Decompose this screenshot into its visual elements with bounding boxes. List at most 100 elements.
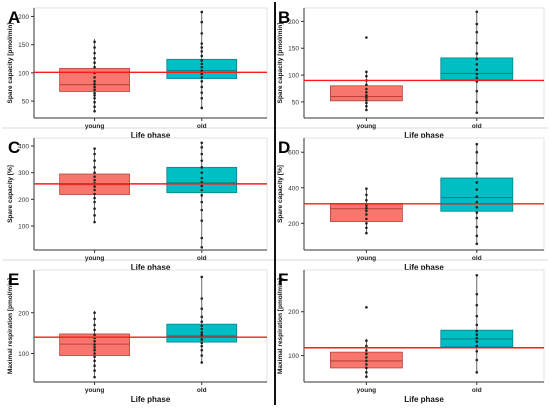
data-point [200, 361, 204, 364]
data-point [200, 184, 204, 188]
data-point [200, 188, 204, 192]
y-tick-label: 200 [18, 310, 29, 317]
data-point [93, 185, 96, 188]
data-point [200, 85, 204, 89]
data-point [93, 333, 96, 337]
data-point [200, 176, 204, 180]
y-tick-label: 100 [288, 73, 299, 80]
data-point [93, 188, 96, 192]
data-point [93, 166, 96, 169]
data-point [93, 159, 96, 162]
data-point [365, 187, 368, 190]
data-point [365, 222, 368, 225]
data-point [93, 311, 96, 315]
data-point [365, 104, 368, 108]
data-point [200, 236, 204, 240]
data-point [475, 211, 479, 214]
data-point [200, 50, 204, 53]
data-point [475, 30, 479, 34]
data-point [93, 56, 96, 60]
data-point [200, 72, 204, 76]
data-point [475, 100, 479, 104]
data-point [93, 88, 96, 92]
y-tick-label: 100 [18, 70, 29, 77]
data-point [365, 359, 368, 363]
data-point [200, 20, 204, 24]
data-point [93, 220, 96, 224]
data-point [93, 109, 96, 113]
data-point [93, 214, 96, 217]
y-tick-label: 150 [288, 46, 299, 53]
data-point [93, 85, 96, 89]
data-point [365, 375, 368, 379]
data-point [365, 363, 368, 366]
data-point [475, 349, 479, 353]
panel-label: D [278, 138, 290, 157]
data-point [365, 352, 368, 356]
y-tick-label: 200 [288, 19, 299, 26]
data-point [200, 297, 204, 300]
data-point [93, 46, 96, 49]
data-point [93, 96, 96, 100]
data-point [365, 70, 368, 74]
box-old [166, 58, 238, 79]
x-axis-label: Life phase [404, 131, 444, 140]
data-point [93, 61, 96, 65]
x-tick-label: young [85, 123, 105, 130]
panel-a: 50 100 150 200 young old Life phase Spare capac… [7, 7, 268, 140]
data-point [200, 200, 204, 204]
panel-label: A [8, 8, 20, 27]
data-point [475, 323, 479, 327]
data-point [93, 339, 96, 343]
panel-c: 100 200 300 400 young old Life phase Spare capa… [7, 137, 268, 272]
data-point [200, 219, 204, 222]
y-tick-label: 100 [18, 351, 29, 358]
data-point [93, 328, 96, 332]
data-point [365, 83, 368, 87]
data-point [200, 152, 204, 156]
panel-b: 50 100 150 200 young old Life phase Spare capac… [277, 7, 545, 140]
data-point [200, 62, 204, 66]
data-point [93, 80, 96, 83]
data-point [93, 346, 96, 349]
data-point [475, 340, 479, 343]
data-point [200, 333, 204, 337]
data-point [200, 208, 204, 212]
data-point [200, 344, 204, 348]
data-point [200, 341, 204, 345]
data-point [200, 91, 204, 94]
panel-divider [274, 2, 276, 405]
data-point [93, 51, 96, 55]
y-tick-label: 200 [288, 221, 299, 228]
panel-f: 100 200 young old Life phase Maximal respirat… [277, 269, 545, 404]
data-point [93, 317, 96, 321]
data-point [475, 72, 479, 76]
data-point [200, 80, 204, 83]
data-point [200, 146, 204, 149]
data-point [475, 371, 479, 374]
data-point [200, 69, 204, 72]
y-axis-label: Maximal respiration [pmol/min] [277, 278, 284, 374]
data-point [93, 152, 96, 156]
data-point [475, 57, 479, 61]
data-point [200, 159, 204, 162]
data-point [365, 198, 368, 202]
data-point [475, 68, 479, 72]
data-point [475, 242, 479, 246]
data-point [365, 306, 368, 309]
data-point [475, 188, 479, 191]
data-point [93, 323, 96, 327]
y-axis-label: Spare capacity [pmol/min] [277, 23, 284, 104]
panel-e: 100 200 young old Life phase Maximal respirat… [7, 269, 268, 404]
panel-label: B [278, 8, 290, 27]
data-point [475, 89, 479, 93]
data-point [475, 142, 479, 146]
data-point [200, 320, 204, 324]
data-point [200, 171, 204, 174]
data-point [475, 63, 479, 66]
data-point [475, 292, 479, 296]
data-point [93, 348, 96, 352]
data-point [93, 40, 96, 44]
data-point [475, 336, 479, 340]
